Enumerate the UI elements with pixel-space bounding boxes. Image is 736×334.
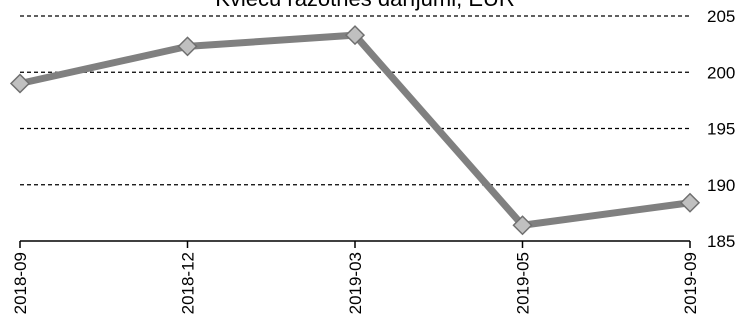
y-tick-label-200: 200 — [707, 63, 735, 82]
x-tick-label-2019-03: 2019-03 — [346, 252, 365, 314]
x-axis-ticks: 2018-09 2018-12 2019-03 2019-05 2019-09 — [11, 252, 700, 314]
data-point-2019-09 — [681, 194, 699, 212]
x-tick-label-2018-12: 2018-12 — [179, 252, 198, 314]
chart-title: Kvieču ražotnes darījumi, EUR — [215, 0, 515, 11]
x-tick-label-2019-09: 2019-09 — [681, 252, 700, 314]
x-tick-label-2018-09: 2018-09 — [11, 252, 30, 314]
y-tick-label-185: 185 — [707, 232, 735, 251]
data-point-2018-12 — [179, 37, 197, 55]
y-tick-label-195: 195 — [707, 120, 735, 139]
series-layer — [11, 26, 699, 234]
x-tick-label-2019-05: 2019-05 — [514, 252, 533, 314]
y-tick-label-205: 205 — [707, 7, 735, 26]
y-tick-label-190: 190 — [707, 176, 735, 195]
x-axis — [20, 241, 690, 248]
series-line-0 — [20, 35, 690, 225]
y-axis-ticks: 185 190 195 200 205 — [707, 7, 735, 251]
data-point-2018-09 — [11, 75, 29, 93]
